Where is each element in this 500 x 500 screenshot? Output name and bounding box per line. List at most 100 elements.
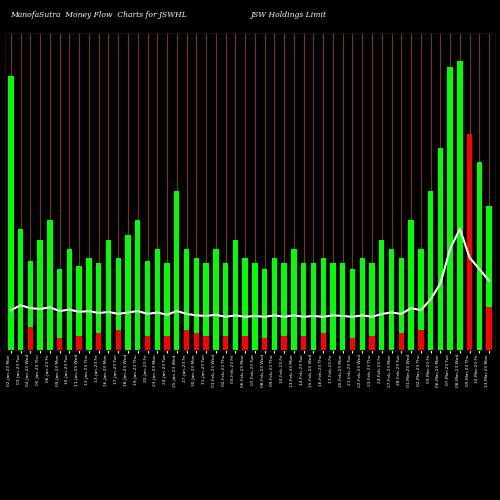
Bar (174, 316, 180, 350)
Bar (311, 336, 316, 350)
Bar (76, 336, 82, 350)
Bar (340, 264, 345, 350)
Bar (408, 220, 414, 350)
Bar (350, 338, 355, 350)
Bar (164, 336, 170, 350)
Bar (126, 234, 130, 350)
Bar (223, 336, 228, 350)
Bar (174, 191, 180, 350)
Bar (428, 321, 434, 350)
Bar (232, 240, 238, 350)
Bar (291, 249, 296, 350)
Bar (398, 258, 404, 350)
Bar (408, 324, 414, 350)
Bar (213, 249, 218, 350)
Bar (38, 240, 43, 350)
Bar (164, 264, 170, 350)
Text: ManofaSutra  Money Flow  Charts for JSWHL: ManofaSutra Money Flow Charts for JSWHL (10, 11, 187, 19)
Bar (486, 306, 492, 350)
Bar (486, 206, 492, 350)
Bar (301, 336, 306, 350)
Bar (360, 332, 365, 350)
Bar (213, 332, 218, 350)
Bar (272, 332, 277, 350)
Bar (184, 249, 189, 350)
Bar (457, 258, 462, 350)
Bar (28, 327, 33, 350)
Text: JSW Holdings Limit: JSW Holdings Limit (250, 11, 326, 19)
Bar (204, 264, 209, 350)
Bar (252, 264, 258, 350)
Bar (448, 67, 453, 350)
Bar (282, 264, 287, 350)
Bar (350, 269, 355, 350)
Bar (476, 292, 482, 350)
Bar (320, 258, 326, 350)
Bar (330, 264, 336, 350)
Bar (418, 330, 424, 350)
Bar (38, 336, 43, 350)
Bar (370, 336, 374, 350)
Bar (126, 324, 130, 350)
Bar (194, 332, 199, 350)
Bar (66, 332, 72, 350)
Bar (86, 258, 92, 350)
Bar (340, 336, 345, 350)
Bar (47, 324, 52, 350)
Bar (18, 330, 24, 350)
Bar (106, 327, 111, 350)
Bar (96, 264, 102, 350)
Bar (418, 249, 424, 350)
Bar (242, 336, 248, 350)
Bar (301, 264, 306, 350)
Bar (116, 258, 121, 350)
Bar (467, 286, 472, 350)
Bar (76, 266, 82, 350)
Bar (135, 220, 140, 350)
Bar (18, 229, 24, 350)
Bar (379, 330, 384, 350)
Bar (389, 330, 394, 350)
Bar (242, 258, 248, 350)
Bar (106, 240, 111, 350)
Bar (428, 191, 434, 350)
Bar (262, 338, 268, 350)
Bar (330, 336, 336, 350)
Bar (223, 264, 228, 350)
Bar (291, 332, 296, 350)
Bar (154, 249, 160, 350)
Bar (467, 134, 472, 350)
Bar (116, 330, 121, 350)
Bar (282, 336, 287, 350)
Bar (457, 62, 462, 350)
Bar (135, 321, 140, 350)
Bar (320, 332, 326, 350)
Bar (145, 336, 150, 350)
Bar (438, 148, 443, 350)
Bar (448, 269, 453, 350)
Bar (272, 258, 277, 350)
Bar (28, 260, 33, 350)
Bar (145, 260, 150, 350)
Bar (311, 264, 316, 350)
Bar (8, 310, 14, 350)
Bar (66, 249, 72, 350)
Bar (476, 162, 482, 350)
Bar (184, 330, 189, 350)
Bar (57, 338, 62, 350)
Bar (438, 310, 443, 350)
Bar (360, 258, 365, 350)
Bar (204, 336, 209, 350)
Bar (86, 336, 92, 350)
Bar (47, 220, 52, 350)
Bar (389, 249, 394, 350)
Bar (252, 336, 258, 350)
Bar (262, 269, 268, 350)
Bar (8, 76, 14, 350)
Bar (194, 258, 199, 350)
Bar (154, 332, 160, 350)
Bar (96, 332, 102, 350)
Bar (232, 330, 238, 350)
Bar (370, 264, 374, 350)
Bar (398, 332, 404, 350)
